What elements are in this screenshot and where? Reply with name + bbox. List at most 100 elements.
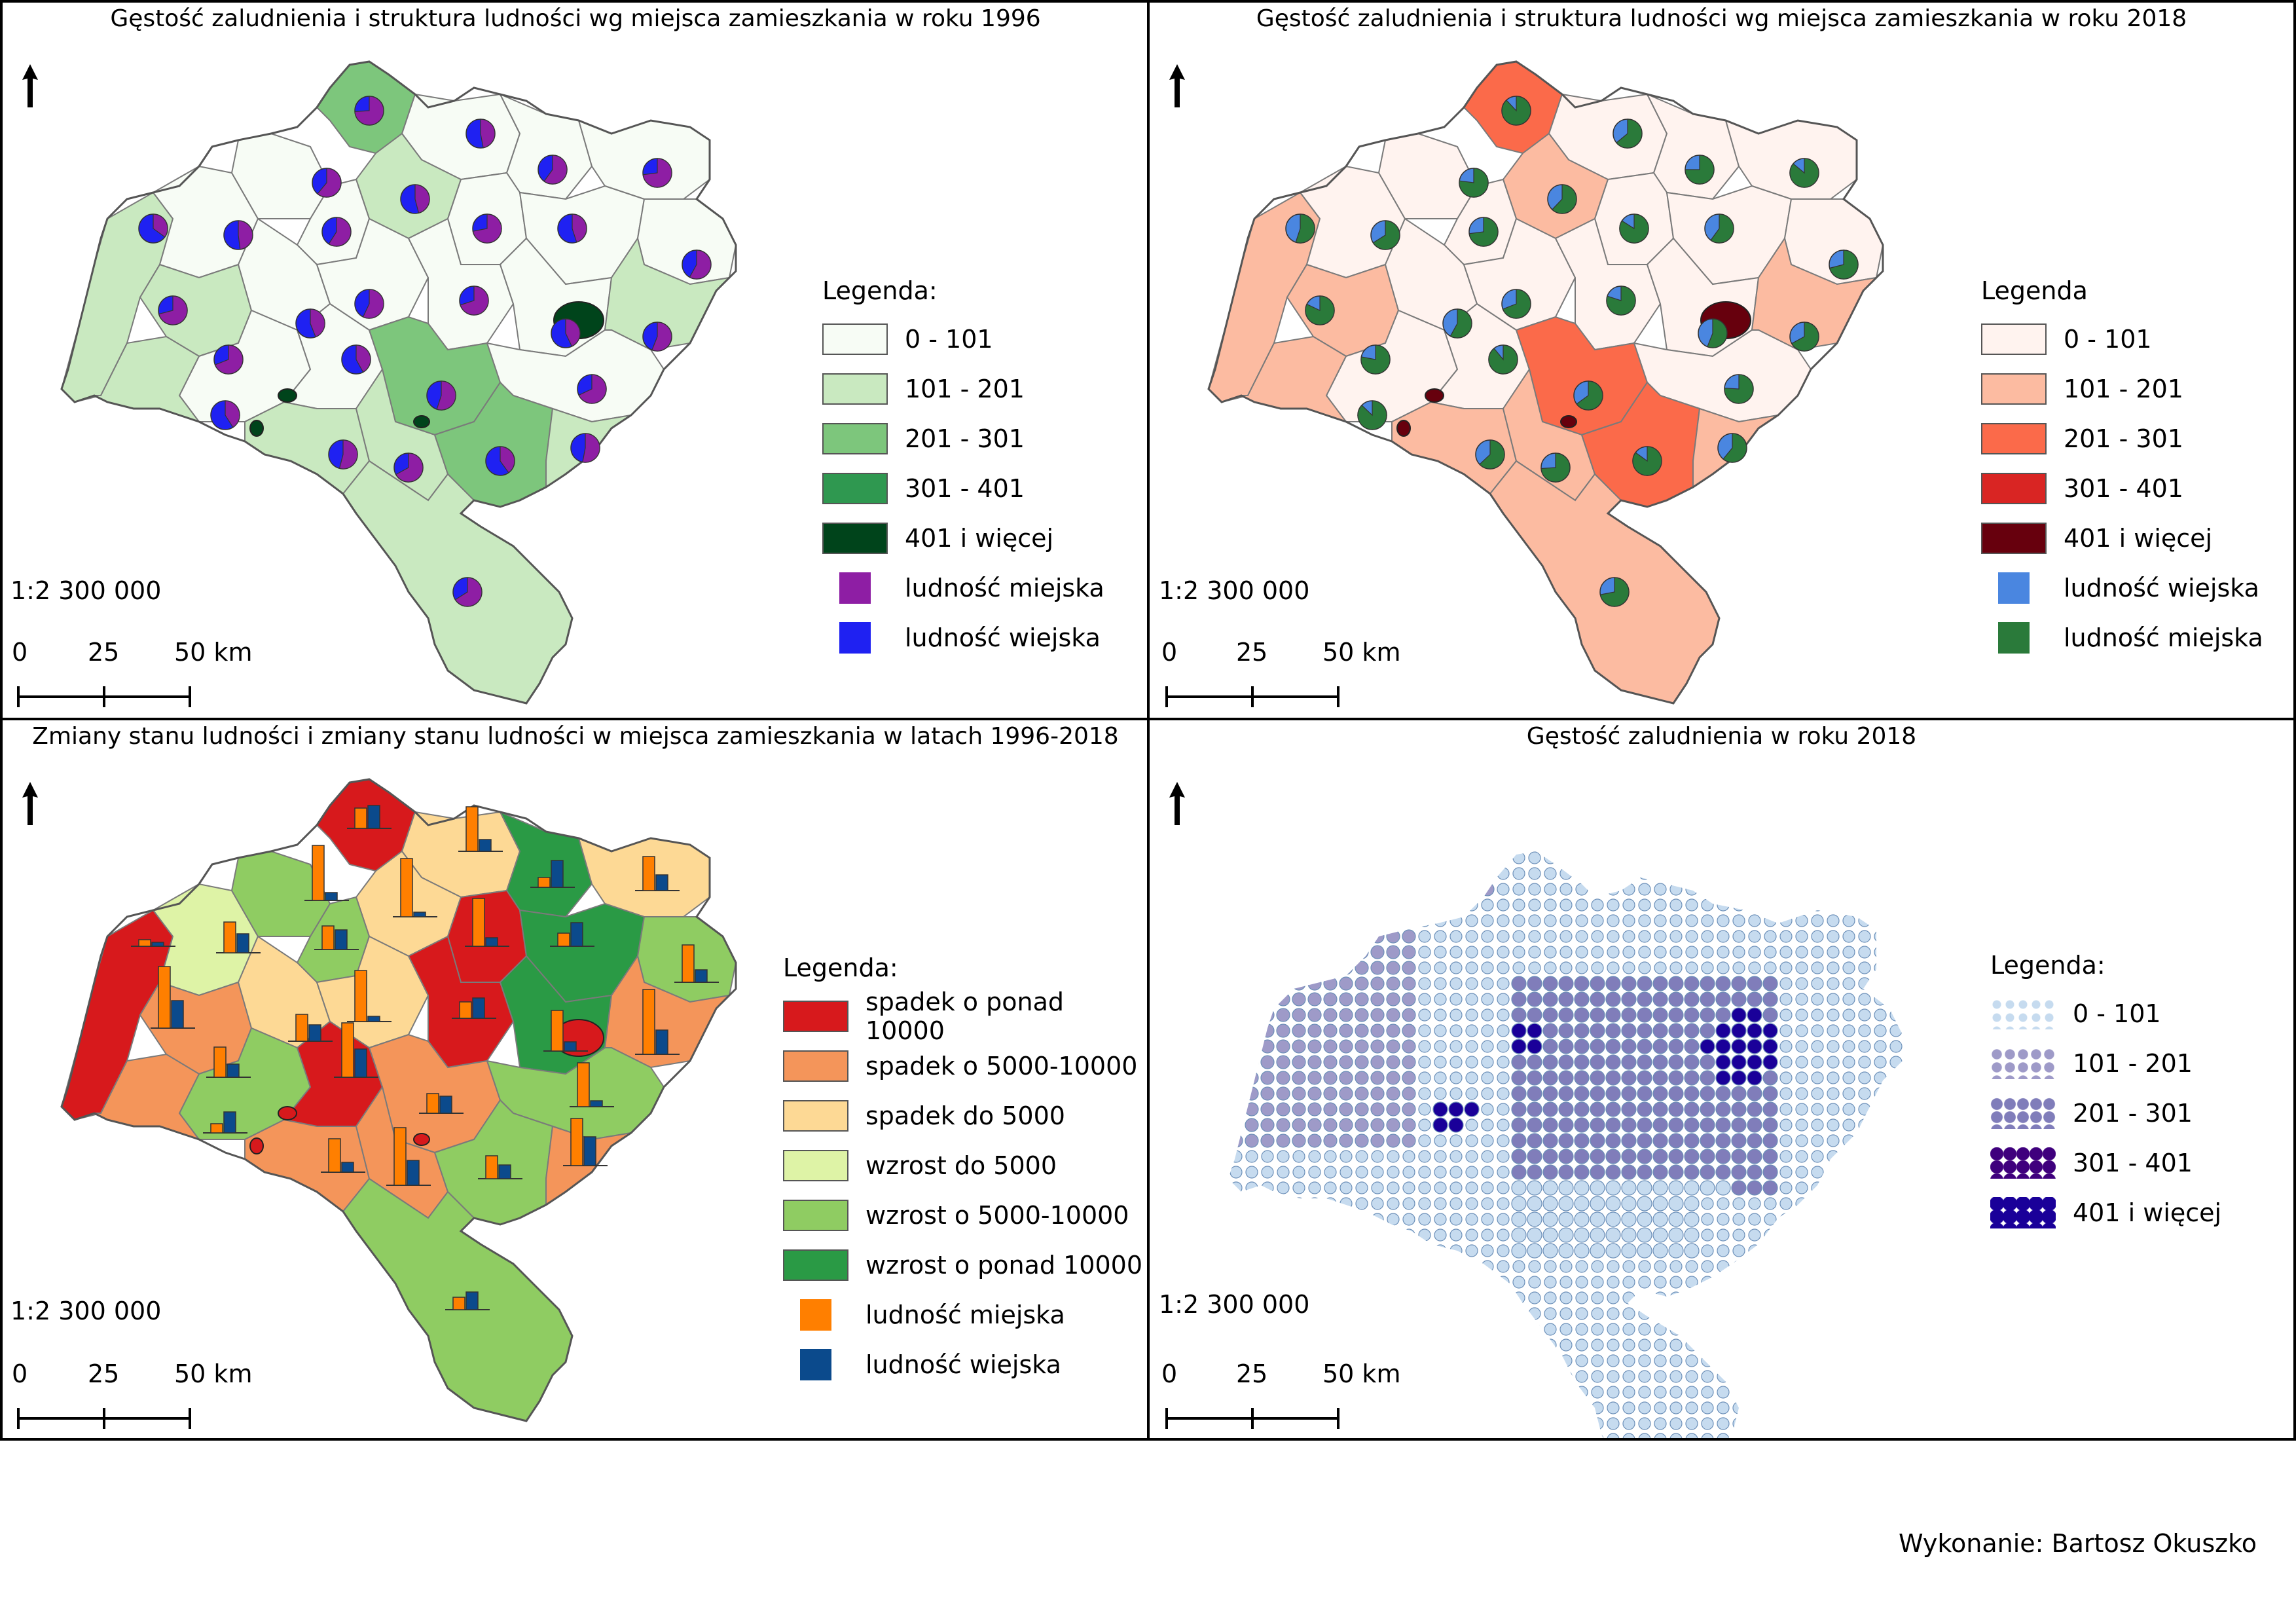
density-dot	[1889, 1401, 1903, 1414]
density-dot	[1183, 1119, 1195, 1131]
legend: Legenda 0 - 101 101 - 201 201 - 301 301 - 40…	[1981, 276, 2263, 663]
density-dot	[1574, 1180, 1590, 1196]
density-dot	[1827, 1401, 1840, 1414]
pie-slice	[1479, 439, 1505, 470]
scale-tick-50: 50 km	[1322, 1359, 1401, 1388]
pie-slice	[1829, 249, 1859, 280]
bar-rural	[485, 937, 498, 947]
density-dot	[1386, 913, 1400, 928]
bar-urban	[452, 1297, 465, 1310]
pie-slice	[1632, 446, 1662, 476]
density-dot	[1639, 805, 1650, 817]
density-dot	[1229, 945, 1243, 959]
density-dot	[1418, 961, 1431, 974]
density-dot	[1889, 1338, 1903, 1352]
density-dot	[1402, 961, 1416, 975]
density-dot	[1827, 1071, 1840, 1084]
density-dot	[1779, 1228, 1793, 1242]
density-dot	[1292, 992, 1306, 1006]
density-dot	[1700, 1149, 1715, 1164]
density-dot	[1497, 1134, 1510, 1147]
density-dot	[1652, 1149, 1668, 1164]
density-dot	[1858, 1213, 1871, 1226]
density-dot	[1732, 1401, 1745, 1414]
density-dot	[1355, 1024, 1369, 1038]
density-dot	[1465, 1181, 1478, 1194]
density-dot	[1261, 1260, 1274, 1273]
bar-rural	[655, 874, 668, 891]
density-dot	[1575, 1276, 1588, 1289]
density-dot	[1497, 1260, 1510, 1273]
density-dot	[1355, 1401, 1368, 1414]
density-dot	[1559, 1386, 1573, 1399]
legend-item: 101 - 201	[822, 364, 1104, 414]
density-dot	[1544, 851, 1557, 864]
density-dot	[1402, 913, 1416, 928]
density-dot	[1402, 1055, 1416, 1069]
density-dot	[1638, 1276, 1651, 1289]
density-dot	[1497, 1401, 1510, 1414]
density-dot	[1874, 1228, 1887, 1242]
density-dot	[1529, 836, 1540, 848]
density-dot	[1465, 1040, 1478, 1053]
density-dot	[1199, 931, 1211, 942]
density-dot	[1591, 1401, 1604, 1414]
density-dot	[1355, 1102, 1369, 1116]
density-dot	[1748, 1228, 1761, 1242]
density-dot	[1858, 946, 1871, 959]
density-dot	[1497, 1244, 1510, 1257]
density-dot	[1434, 1166, 1447, 1179]
density-dot	[1214, 946, 1226, 958]
density-dot	[1245, 1071, 1259, 1085]
density-dot	[1654, 961, 1667, 974]
density-dot	[1701, 1433, 1714, 1438]
density-dot	[1355, 1291, 1368, 1304]
density-dot	[1497, 1166, 1510, 1179]
density-dot	[1874, 1103, 1887, 1116]
density-dot	[1890, 805, 1902, 817]
density-dot	[1575, 1370, 1588, 1383]
density-dot	[1245, 1086, 1259, 1101]
density-dot	[1245, 961, 1259, 975]
density-dot	[1749, 836, 1760, 848]
density-dot	[1747, 1149, 1762, 1164]
density-dot	[1370, 929, 1385, 944]
density-dot	[1732, 1276, 1745, 1289]
density-dot	[1668, 1070, 1684, 1086]
density-dot	[1811, 1071, 1824, 1084]
density-dot	[1339, 1008, 1353, 1022]
density-dot	[1701, 1370, 1714, 1383]
density-dot	[1574, 1039, 1590, 1054]
density-dot	[1858, 1291, 1871, 1304]
density-dot	[1418, 851, 1431, 864]
density-dot	[1418, 1213, 1431, 1226]
density-dot	[1481, 1056, 1494, 1069]
density-dot	[1402, 1086, 1416, 1101]
density-dot	[1638, 914, 1651, 927]
density-dot	[1812, 821, 1823, 832]
density-dot	[1277, 883, 1290, 896]
density-dot	[1465, 1338, 1478, 1352]
density-dot	[1574, 1070, 1590, 1086]
density-dot	[1637, 1243, 1652, 1259]
density-dot	[1497, 1354, 1510, 1367]
density-dot	[1607, 805, 1619, 817]
density-dot	[1387, 1291, 1400, 1304]
density-dot	[1386, 1086, 1400, 1101]
density-dot	[1874, 1150, 1887, 1163]
density-dot	[1371, 1181, 1384, 1194]
density-dot	[1245, 867, 1258, 880]
scale-tick-25: 25	[1236, 1359, 1268, 1388]
density-dot	[1621, 1023, 1637, 1039]
density-dot	[1183, 993, 1195, 1005]
density-dot	[1355, 1086, 1369, 1101]
density-dot	[1292, 1260, 1305, 1273]
density-dot	[1542, 1117, 1558, 1133]
density-dot	[1842, 1118, 1855, 1132]
density-dot	[1214, 931, 1226, 942]
density-dot	[1715, 1039, 1731, 1054]
density-dot	[1592, 836, 1603, 848]
density-dot	[1622, 1370, 1635, 1383]
density-dot	[1701, 1307, 1714, 1320]
legend-label: 101 - 201	[2064, 375, 2183, 403]
